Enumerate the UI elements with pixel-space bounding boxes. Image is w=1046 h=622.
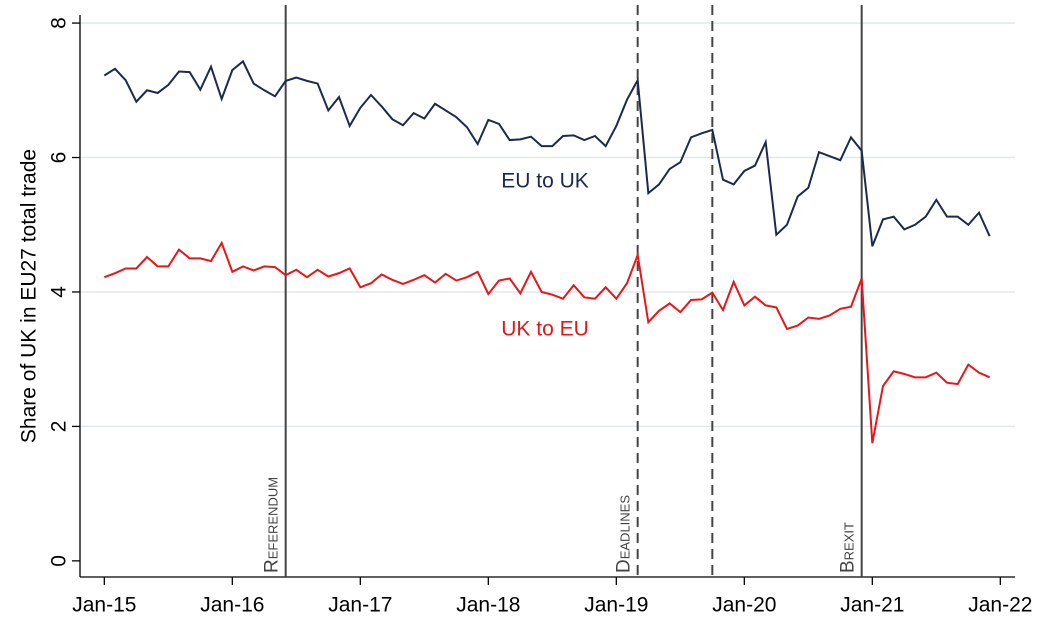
- x-tick-label: Jan-20: [712, 594, 776, 617]
- event-label: Referendum: [262, 477, 283, 573]
- y-tick-label: 4: [48, 286, 71, 298]
- x-tick-label: Jan-18: [456, 594, 520, 617]
- x-tick-label: Jan-22: [968, 594, 1032, 617]
- x-tick-label: Jan-19: [584, 594, 648, 617]
- y-tick-label: 8: [48, 17, 71, 29]
- event-label: Brexit: [838, 522, 859, 573]
- series-label: UK to EU: [501, 318, 589, 341]
- x-tick-label: Jan-17: [328, 594, 392, 617]
- series-label: EU to UK: [501, 170, 589, 193]
- x-tick-label: Jan-21: [840, 594, 904, 617]
- x-tick-label: Jan-15: [72, 594, 136, 617]
- series-line: [103, 240, 991, 444]
- y-tick-label: 2: [48, 421, 71, 433]
- x-tick-label: Jan-16: [200, 594, 264, 617]
- y-tick-label: 6: [48, 152, 71, 164]
- series-line: [103, 59, 991, 247]
- event-label: Deadlines: [614, 495, 635, 573]
- y-axis-label: Share of UK in EU27 total trade: [18, 149, 41, 443]
- y-tick-label: 0: [48, 555, 71, 567]
